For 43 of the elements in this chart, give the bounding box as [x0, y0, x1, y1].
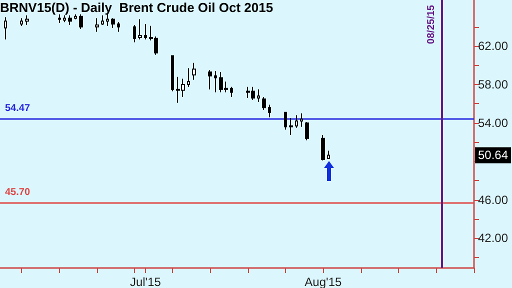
candlestick: [192, 62, 196, 80]
y-tick-label: 62.00: [478, 39, 508, 54]
ref-line-label: 54.47: [5, 102, 30, 114]
candlestick: [295, 114, 298, 128]
candlestick: [106, 14, 109, 26]
annotation: 50.64: [478, 148, 508, 162]
y-tick-label: 58.00: [478, 78, 508, 92]
candlestick: [25, 14, 29, 26]
candlestick: [111, 18, 115, 28]
candlestick: [74, 14, 77, 20]
candlestick: [144, 24, 147, 40]
candlestick: [262, 96, 266, 110]
candlestick: [101, 14, 104, 26]
y-tick-label: 46.00: [478, 192, 508, 207]
candlestick: [20, 18, 23, 26]
candlestick: [257, 88, 260, 102]
candlestick: [214, 70, 217, 93]
candlestick: [187, 68, 190, 88]
candlestick: [289, 118, 293, 136]
candlestick: [327, 150, 330, 160]
y-tick-label: 54.00: [478, 116, 508, 130]
ref-line-label: 08/25/15: [426, 4, 438, 44]
ref-line-label: 45.70: [5, 187, 30, 198]
candlestick: [133, 24, 136, 43]
candlestick: [138, 18, 142, 40]
candlestick: [95, 18, 99, 32]
candlestick: [284, 112, 287, 130]
candlestick: [4, 16, 7, 40]
candlestick: [171, 55, 174, 92]
candlestick: [300, 112, 303, 128]
candlestick: [68, 14, 72, 26]
candlestick: [305, 121, 309, 141]
candlestick: [117, 22, 120, 32]
candlestick: [268, 104, 271, 118]
candlestick: [58, 14, 61, 24]
candlestick: [63, 14, 66, 23]
x-tick-label: Jul'15: [130, 275, 162, 288]
candlestick: [208, 70, 212, 90]
candlestick: [79, 14, 83, 30]
chart-title: BRNV15(D) - Daily Brent Crude Oil Oct 2015: [0, 0, 274, 15]
candlestick: [230, 86, 233, 98]
y-tick-label: 42.00: [478, 231, 508, 246]
candlestick: [321, 134, 325, 161]
